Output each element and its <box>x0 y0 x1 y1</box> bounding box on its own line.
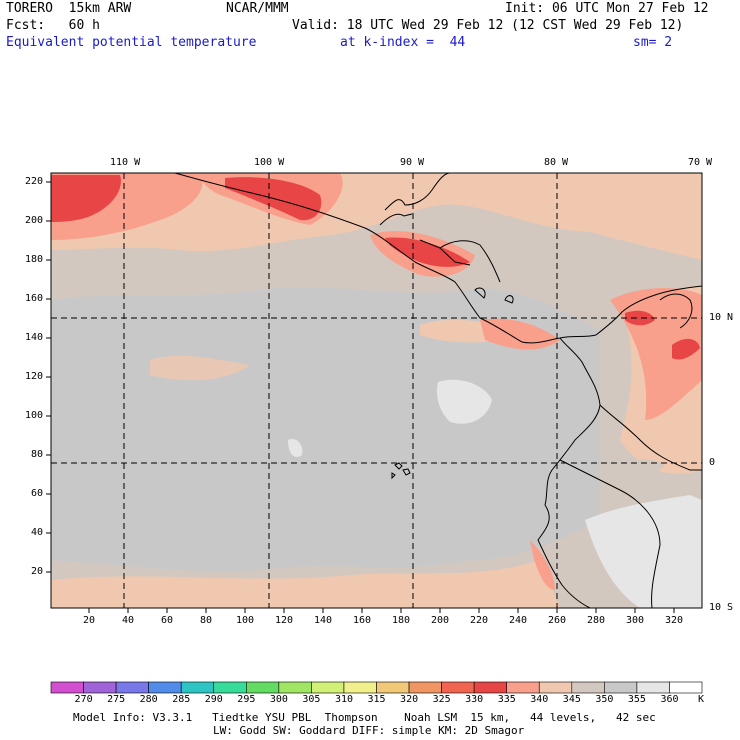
colorbar-label: 270 <box>74 694 93 705</box>
x-tick-label: 160 <box>353 615 372 626</box>
colorbar-label: 320 <box>400 694 419 705</box>
colorbar-label: 290 <box>204 694 223 705</box>
colorbar-label: 315 <box>367 694 386 705</box>
x-tick-label: 220 <box>470 615 489 626</box>
colorbar-swatch <box>343 681 377 694</box>
y-tick-label: 100 <box>25 410 44 421</box>
colorbar-unit: K <box>698 694 705 705</box>
x-tick-label: 60 <box>161 615 174 626</box>
colorbar-label: 280 <box>139 694 158 705</box>
axis-ticks <box>46 181 675 613</box>
colorbar-swatch <box>148 681 182 694</box>
init-time: Init: 06 UTC Mon 27 Feb 12 <box>505 1 709 16</box>
colorbar-label: 355 <box>627 694 646 705</box>
colorbar-swatch <box>376 681 410 694</box>
colorbar-label: 305 <box>302 694 321 705</box>
y-tick-label: 200 <box>25 215 44 226</box>
colorbar-swatch <box>571 681 605 694</box>
lon-label-110w: 110 W <box>110 157 141 168</box>
lon-label-90w: 90 W <box>400 157 425 168</box>
level-label: at k-index = 44 <box>340 35 466 50</box>
colorbar-label: 310 <box>334 694 353 705</box>
x-tick-label: 320 <box>665 615 684 626</box>
y-tick-label: 20 <box>31 566 44 577</box>
y-tick-label: 60 <box>31 488 44 499</box>
colorbar-swatch <box>311 681 345 694</box>
colorbar-swatch <box>669 681 703 694</box>
colorbar-swatch <box>115 681 149 694</box>
x-tick-label: 280 <box>587 615 606 626</box>
y-tick-label: 40 <box>31 527 44 538</box>
x-tick-label: 200 <box>431 615 450 626</box>
lat-label-0: 0 <box>709 457 716 468</box>
y-tick-label: 80 <box>31 449 44 460</box>
colorbar-label: 345 <box>562 694 581 705</box>
lat-label-10n: 10 N <box>709 312 734 323</box>
y-tick-label: 180 <box>25 254 44 265</box>
colorbar-swatch <box>604 681 638 694</box>
colorbar-label: 325 <box>432 694 451 705</box>
x-tick-label: 100 <box>236 615 255 626</box>
colorbar-swatch <box>83 681 117 694</box>
colorbar-label: 360 <box>660 694 679 705</box>
x-tick-label: 40 <box>122 615 135 626</box>
colorbar-label: 285 <box>172 694 191 705</box>
x-tick-label: 260 <box>548 615 567 626</box>
colorbar-label: 275 <box>107 694 126 705</box>
theta-e-field <box>51 173 702 608</box>
y-tick-label: 220 <box>25 176 44 187</box>
model-info-line2: LW: Godd SW: Goddard DIFF: simple KM: 2D… <box>213 724 525 737</box>
colorbar-swatch <box>408 681 442 694</box>
colorbar-swatch <box>441 681 475 694</box>
y-tick-label: 160 <box>25 293 44 304</box>
y-tick-label: 140 <box>25 332 44 343</box>
field-name: Equivalent potential temperature <box>6 35 257 50</box>
colorbar-swatch <box>50 681 84 694</box>
colorbar-swatch <box>473 681 507 694</box>
colorbar <box>50 681 703 694</box>
x-tick-label: 80 <box>200 615 213 626</box>
x-tick-label: 300 <box>626 615 645 626</box>
valid-time: Valid: 18 UTC Wed 29 Feb 12 (12 CST Wed … <box>292 18 684 33</box>
x-tick-label: 140 <box>314 615 333 626</box>
colorbar-swatch <box>538 681 573 694</box>
map-frame <box>50 172 703 609</box>
x-tick-label: 240 <box>509 615 528 626</box>
colorbar-label: 335 <box>497 694 516 705</box>
colorbar-label: 340 <box>530 694 549 705</box>
colorbar-swatch <box>636 681 670 694</box>
forecast-hour: Fcst: 60 h <box>6 18 100 33</box>
y-tick-label: 120 <box>25 371 44 382</box>
colorbar-label: 295 <box>237 694 256 705</box>
model-name: TORERO 15km ARW <box>6 1 132 16</box>
lon-label-70w: 70 W <box>688 157 713 168</box>
colorbar-labels: 270 275 280 285 290 295 300 305 310 315 320 325 330 3… <box>0 694 740 708</box>
colorbar-label: 350 <box>595 694 614 705</box>
model-info-line1: Model Info: V3.3.1 Tiedtke YSU PBL Thomp… <box>73 711 656 724</box>
lon-label-100w: 100 W <box>254 157 285 168</box>
org-label: NCAR/MMM <box>226 1 289 16</box>
colorbar-label: 300 <box>269 694 288 705</box>
smoothing-label: sm= 2 <box>633 35 673 50</box>
coastlines <box>174 173 702 608</box>
colorbar-swatch <box>213 681 247 694</box>
colorbar-swatch <box>180 681 215 694</box>
x-tick-label: 120 <box>275 615 294 626</box>
lon-label-80w: 80 W <box>544 157 569 168</box>
lat-label-10s: 10 S <box>709 602 734 613</box>
colorbar-swatch <box>246 681 280 694</box>
lat-lon-grid <box>51 173 702 608</box>
colorbar-swatch <box>278 681 312 694</box>
x-tick-label: 180 <box>392 615 411 626</box>
x-tick-label: 20 <box>83 615 96 626</box>
colorbar-swatch <box>506 681 540 694</box>
colorbar-label: 330 <box>465 694 484 705</box>
